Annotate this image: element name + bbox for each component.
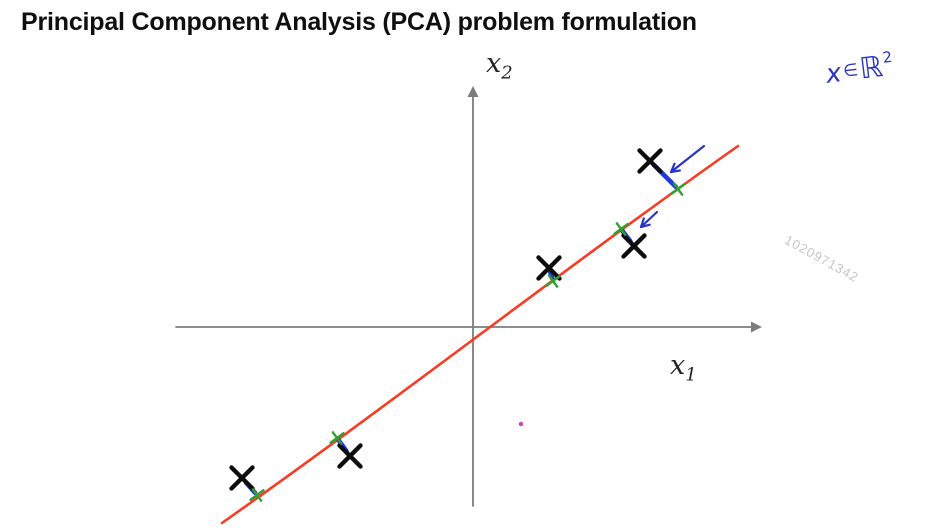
y-axis-label-subscript: 2: [501, 62, 513, 84]
pca-line: [220, 144, 740, 525]
y-axis-label: x2: [486, 50, 513, 82]
slide-title: Principal Component Analysis (PCA) probl…: [21, 8, 697, 36]
hand-arrow-head: [639, 223, 651, 229]
annotation-exponent: 2: [881, 47, 894, 67]
x-axis-label: x1: [670, 352, 697, 384]
element-of-symbol: ∈: [841, 60, 860, 82]
hand-arrow-head: [669, 169, 681, 174]
projection-mark: [670, 182, 686, 196]
real-numbers-symbol: ℝ: [857, 49, 885, 86]
projection-mark: [545, 274, 561, 288]
data-point-x-mark: [637, 148, 663, 174]
data-point-x-mark: [337, 443, 363, 469]
projection-mark: [249, 488, 265, 502]
y-axis-label-letter: x: [486, 48, 502, 79]
data-point-x-mark: [621, 233, 647, 259]
x-axis-label-letter: x: [670, 350, 686, 381]
projection-mark: [613, 222, 629, 236]
projection-segment: [548, 270, 555, 281]
stray-mark: [518, 421, 524, 427]
hand-arrow: [639, 210, 659, 229]
hand-arrow: [669, 144, 706, 174]
data-point-x-mark: [536, 255, 562, 281]
x-axis-arrowhead: [751, 321, 762, 333]
y-axis-arrowhead: [467, 86, 479, 97]
annotation-x: x: [824, 58, 844, 90]
x-axis-label-subscript: 1: [685, 364, 697, 386]
projection-mark: [329, 431, 345, 445]
data-point-x-mark: [229, 465, 255, 491]
hand-arrow-head: [639, 217, 645, 229]
hand-arrow-head: [669, 162, 676, 174]
